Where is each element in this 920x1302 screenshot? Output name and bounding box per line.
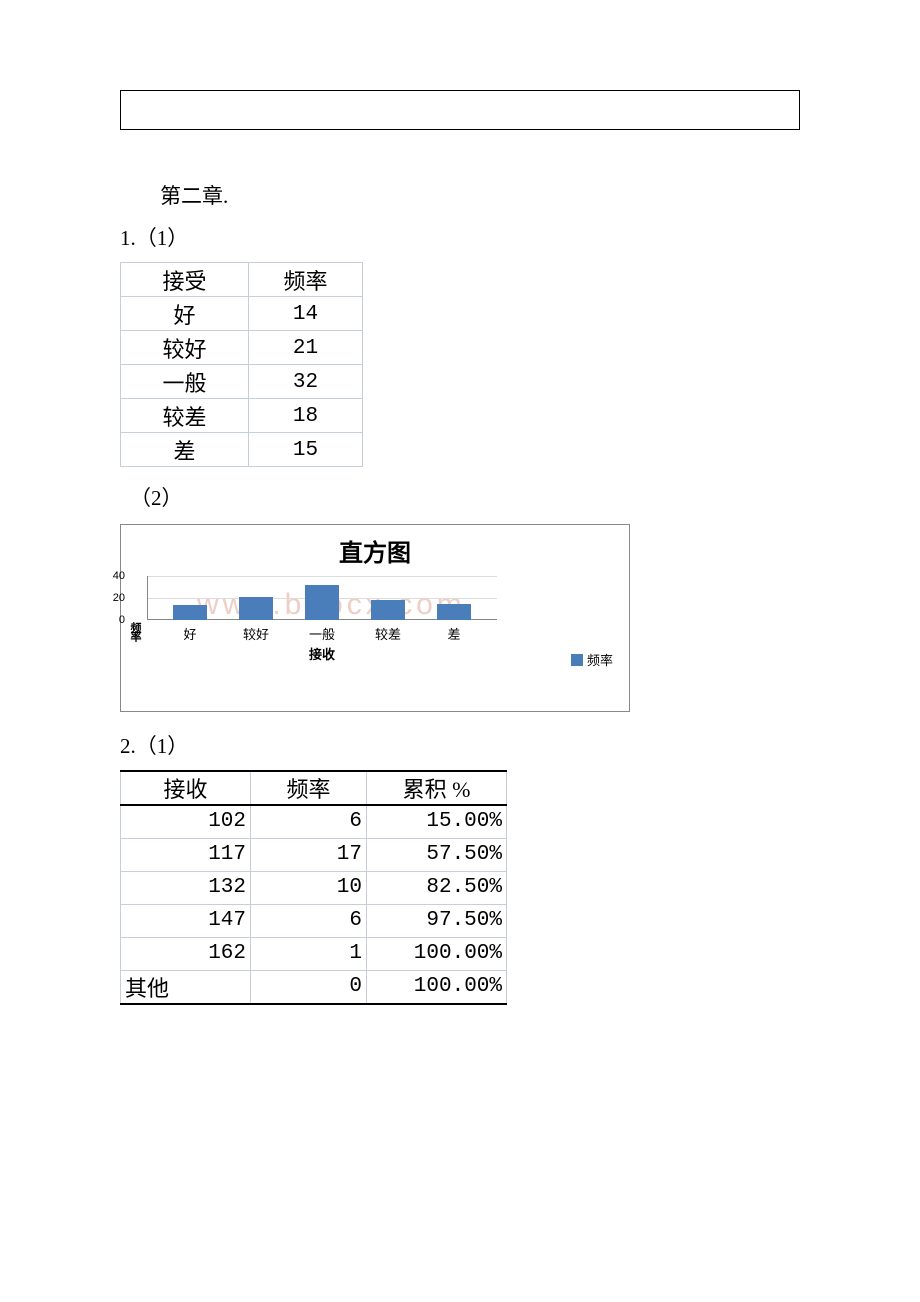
table-row: 1621100.00% — [121, 937, 507, 970]
bar-slot — [289, 585, 355, 620]
table-row: 较差18 — [121, 399, 363, 433]
t2-header-freq: 频率 — [251, 771, 367, 805]
t2-cell-accept: 162 — [121, 937, 251, 970]
table-row: 好14 — [121, 297, 363, 331]
blank-header-box — [120, 90, 800, 130]
t1-cell-freq: 15 — [249, 433, 363, 467]
t2-cell-cumpct: 100.00% — [367, 970, 507, 1004]
t2-cell-freq: 6 — [251, 805, 367, 838]
table-row: 其他0100.00% — [121, 970, 507, 1004]
t2-cell-cumpct: 100.00% — [367, 937, 507, 970]
chart-bar — [437, 604, 471, 621]
t1-cell-freq: 18 — [249, 399, 363, 433]
chart-plot-area: www.bdocx.com 40 20 0 好较好一般较差差 接收 — [147, 570, 629, 711]
chart-x-label: 较差 — [355, 624, 421, 643]
t2-cell-freq: 0 — [251, 970, 367, 1004]
chart-bar — [239, 597, 273, 620]
table-row: 1321082.50% — [121, 871, 507, 904]
chapter-heading: 第二章. — [160, 180, 760, 210]
q2-label: 2.（1） — [120, 730, 800, 760]
bar-slot — [223, 597, 289, 620]
chart-x-label: 差 — [421, 624, 487, 643]
bar-slot — [157, 605, 223, 620]
chart-title: 直方图 — [121, 525, 629, 570]
t2-cell-freq: 10 — [251, 871, 367, 904]
t2-header-accept: 接收 — [121, 771, 251, 805]
t2-cell-cumpct: 97.50% — [367, 904, 507, 937]
t2-cell-cumpct: 15.00% — [367, 805, 507, 838]
chart-x-label: 一般 — [289, 624, 355, 643]
table-row: 102615.00% — [121, 805, 507, 838]
t2-cell-accept: 102 — [121, 805, 251, 838]
t2-cell-accept: 其他 — [121, 970, 251, 1004]
table-row: 1171757.50% — [121, 838, 507, 871]
chart-x-label: 好 — [157, 624, 223, 643]
t1-cell-freq: 14 — [249, 297, 363, 331]
t1-cell-label: 差 — [121, 433, 249, 467]
table-row: 较好21 — [121, 331, 363, 365]
t2-cell-freq: 6 — [251, 904, 367, 937]
t2-cell-accept: 132 — [121, 871, 251, 904]
histogram-chart: 直方图 频率 www.bdocx.com 40 20 0 好较好一般较差差 接收… — [120, 524, 630, 712]
t2-cell-cumpct: 57.50% — [367, 838, 507, 871]
t2-cell-freq: 17 — [251, 838, 367, 871]
chart-legend: 频率 — [571, 650, 613, 669]
t1-cell-label: 一般 — [121, 365, 249, 399]
legend-swatch-icon — [571, 654, 583, 666]
t1-cell-freq: 32 — [249, 365, 363, 399]
frequency-table-2: 接收 频率 累积 % 102615.00%1171757.50%1321082.… — [120, 770, 507, 1005]
table-row: 差15 — [121, 433, 363, 467]
legend-label: 频率 — [587, 650, 613, 669]
t1-header-freq: 频率 — [249, 263, 363, 297]
t1-cell-freq: 21 — [249, 331, 363, 365]
t1-cell-label: 较差 — [121, 399, 249, 433]
chart-bar — [173, 605, 207, 620]
bar-slot — [355, 600, 421, 620]
t2-cell-accept: 117 — [121, 838, 251, 871]
q1-label: 1.（1） — [120, 222, 800, 252]
t2-cell-cumpct: 82.50% — [367, 871, 507, 904]
chart-bar — [371, 600, 405, 620]
chart-x-axis-label: 接收 — [147, 644, 497, 663]
part2-label: （2） — [130, 482, 800, 512]
t1-header-accept: 接受 — [121, 263, 249, 297]
chart-bar — [305, 585, 339, 620]
t2-header-cumpct: 累积 % — [367, 771, 507, 805]
bar-slot — [421, 604, 487, 621]
chart-x-label: 较好 — [223, 624, 289, 643]
chart-y-axis-label: 频率 — [121, 622, 145, 660]
t2-cell-accept: 147 — [121, 904, 251, 937]
table-row: 一般32 — [121, 365, 363, 399]
table-row: 147697.50% — [121, 904, 507, 937]
t1-cell-label: 好 — [121, 297, 249, 331]
t1-cell-label: 较好 — [121, 331, 249, 365]
frequency-table-1: 接受 频率 好14较好21一般32较差18差15 — [120, 262, 363, 467]
t2-cell-freq: 1 — [251, 937, 367, 970]
